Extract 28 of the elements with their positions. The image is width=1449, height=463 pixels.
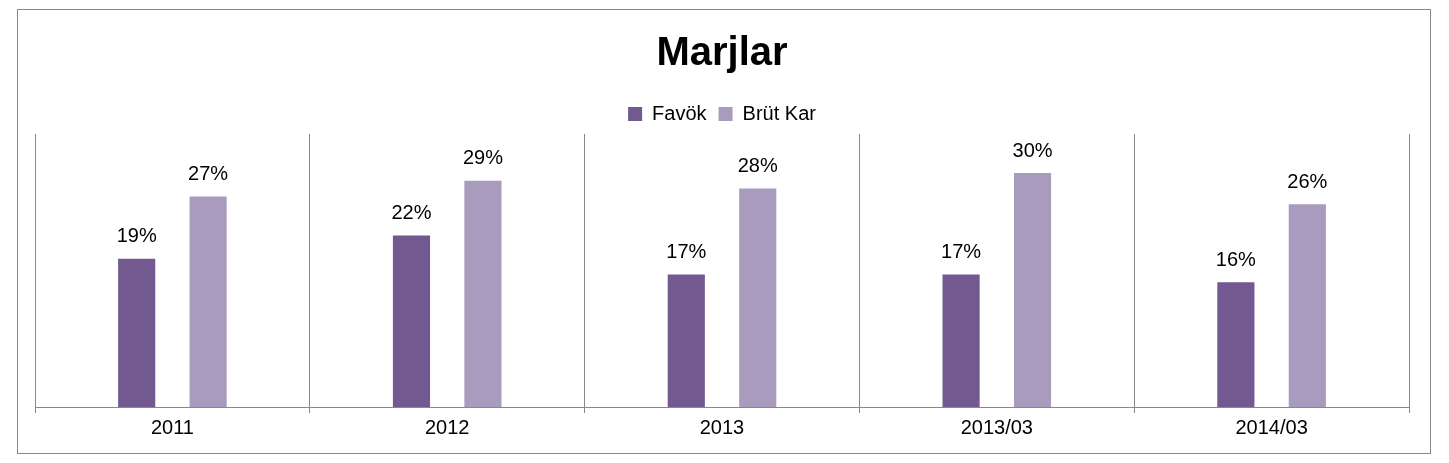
data-label: 30% xyxy=(1012,138,1053,161)
bar xyxy=(392,235,431,407)
data-label: 19% xyxy=(116,224,157,247)
bar xyxy=(1288,204,1326,407)
bar xyxy=(464,180,502,407)
bar xyxy=(118,258,156,407)
bar xyxy=(667,274,705,407)
x-tick-label: 2013 xyxy=(699,415,745,438)
bar xyxy=(1013,173,1052,407)
x-tick-label: 2014/03 xyxy=(1235,415,1308,438)
x-tick-label: 2011 xyxy=(150,415,194,438)
chart-title: Marjlar xyxy=(656,29,788,74)
data-label: 22% xyxy=(391,200,432,223)
bar xyxy=(739,188,777,407)
data-label: 29% xyxy=(462,146,504,169)
data-label: 17% xyxy=(666,239,707,262)
data-label: 16% xyxy=(1215,247,1257,270)
x-tick-label: 2012 xyxy=(424,415,470,438)
legend-label: Favök xyxy=(652,101,708,124)
data-label: 26% xyxy=(1287,169,1328,192)
bar xyxy=(189,196,227,407)
data-label: 28% xyxy=(737,154,778,177)
legend-label: Brüt Kar xyxy=(742,101,817,124)
data-label: 17% xyxy=(941,239,982,262)
bar xyxy=(942,274,980,407)
x-tick-label: 2013/03 xyxy=(960,415,1033,438)
bar xyxy=(1217,282,1255,407)
data-label: 27% xyxy=(188,161,229,184)
